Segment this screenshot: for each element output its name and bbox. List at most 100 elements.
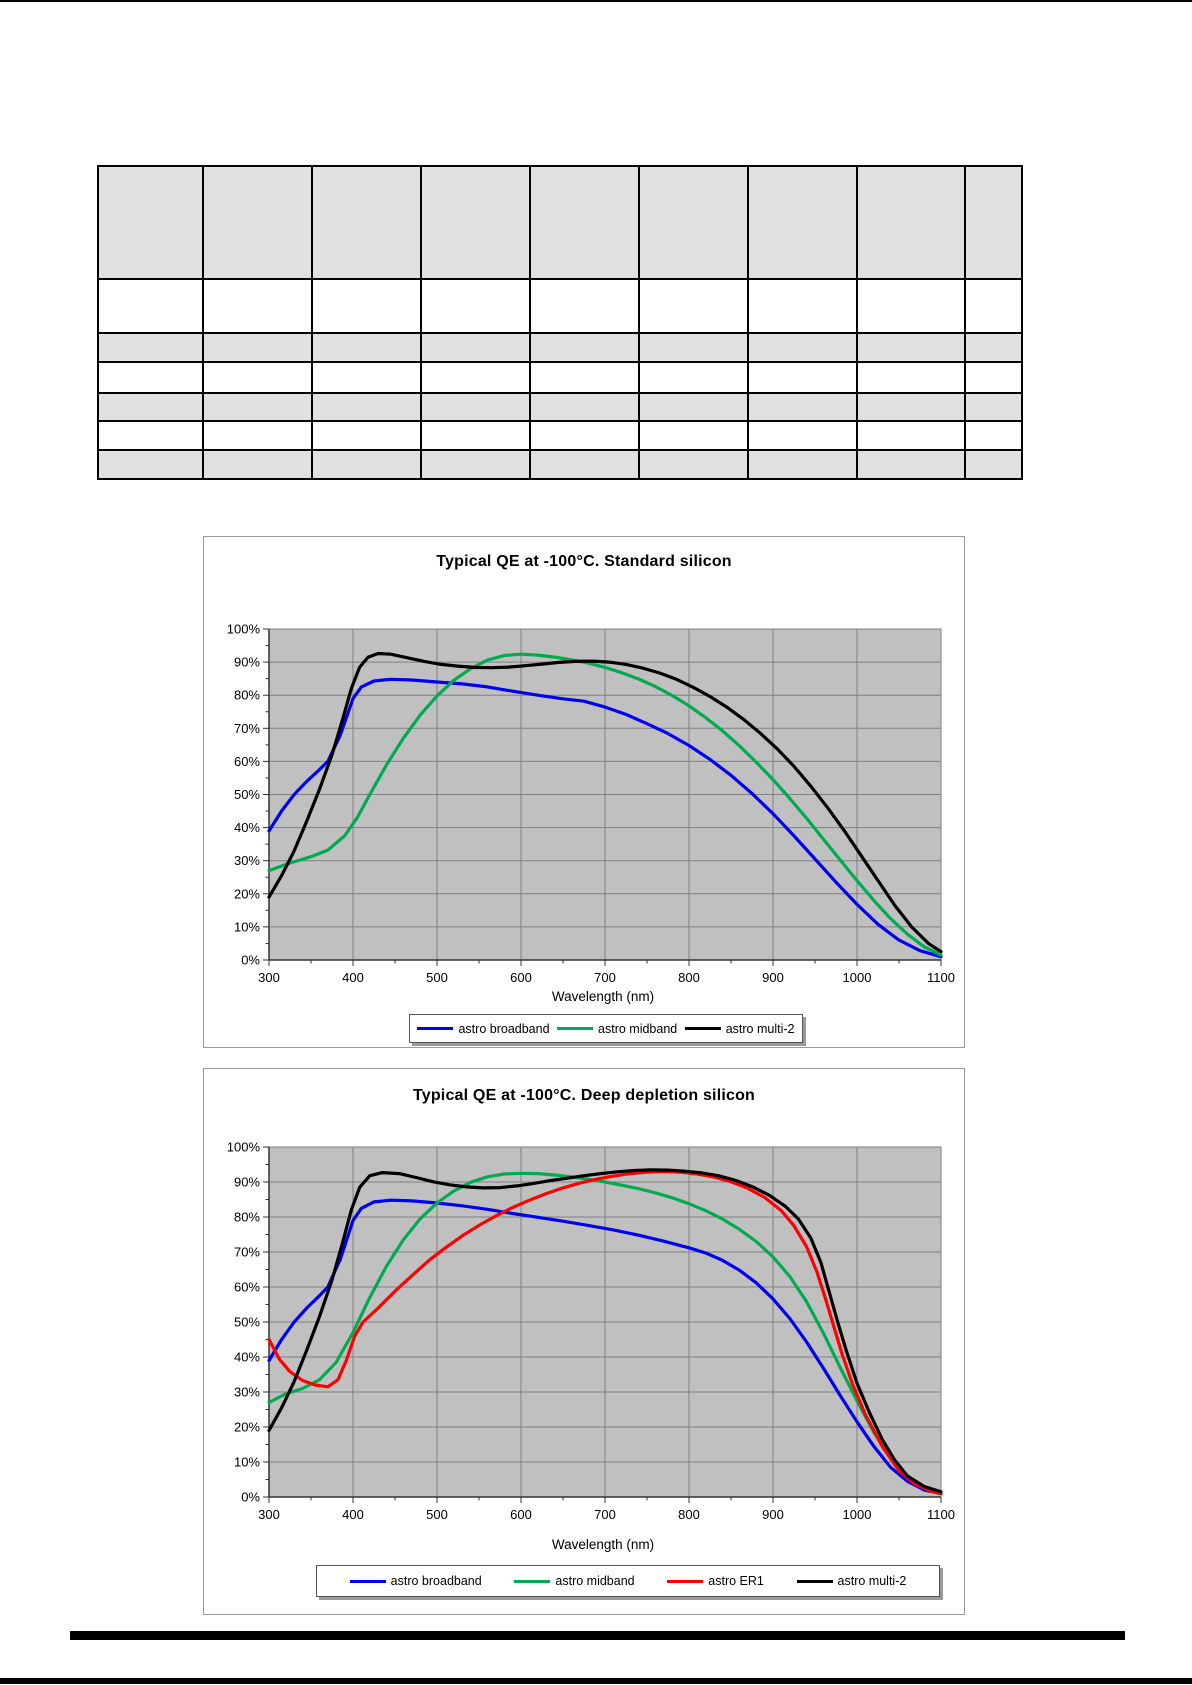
- svg-text:100%: 100%: [227, 622, 261, 637]
- table-cell: [964, 392, 1023, 422]
- svg-text:700: 700: [594, 1507, 616, 1522]
- x-axis-title: Wavelength (nm): [551, 989, 655, 1004]
- table-cell: [964, 420, 1023, 451]
- table-row: [97, 449, 1023, 480]
- table-cell: [97, 165, 204, 280]
- table-cell: [638, 165, 749, 280]
- table-row: [97, 332, 1023, 363]
- svg-text:400: 400: [342, 970, 364, 985]
- table-cell: [420, 392, 531, 422]
- legend-entry: astro midband: [557, 1022, 677, 1036]
- legend-line-sample: [417, 1027, 454, 1030]
- table-cell: [856, 420, 966, 451]
- svg-text:40%: 40%: [234, 1350, 260, 1365]
- legend-entry: astro broadband: [349, 1574, 482, 1588]
- legend-label: astro ER1: [708, 1574, 764, 1588]
- table-cell: [202, 165, 313, 280]
- svg-text:800: 800: [678, 1507, 700, 1522]
- svg-text:400: 400: [342, 1507, 364, 1522]
- table-cell: [964, 165, 1023, 280]
- svg-text:1100: 1100: [927, 970, 955, 985]
- svg-text:90%: 90%: [234, 1175, 260, 1190]
- svg-text:300: 300: [258, 1507, 280, 1522]
- svg-text:900: 900: [762, 970, 784, 985]
- svg-text:1100: 1100: [927, 1507, 955, 1522]
- table-row: [97, 278, 1023, 334]
- table-cell: [420, 449, 531, 480]
- table-cell: [311, 361, 422, 394]
- table-cell: [638, 420, 749, 451]
- svg-text:70%: 70%: [234, 1245, 260, 1260]
- table-cell: [747, 278, 858, 334]
- table-row: [97, 392, 1023, 422]
- legend-label: astro midband: [598, 1021, 678, 1036]
- table-cell: [97, 278, 204, 334]
- legend-entry: astro broadband: [417, 1021, 550, 1036]
- table-cell: [964, 278, 1023, 334]
- legend-line-sample: [514, 1579, 551, 1583]
- table-cell: [311, 332, 422, 363]
- table-cell: [202, 278, 313, 334]
- svg-text:50%: 50%: [234, 787, 260, 802]
- svg-text:60%: 60%: [234, 1280, 260, 1295]
- table-cell: [529, 392, 640, 422]
- svg-text:30%: 30%: [234, 1385, 260, 1400]
- legend-label: astro multi-2: [837, 1574, 907, 1588]
- legend-line-sample: [667, 1579, 704, 1583]
- table-cell: [311, 420, 422, 451]
- table-row: [97, 361, 1023, 394]
- table-cell: [202, 361, 313, 394]
- svg-text:50%: 50%: [234, 1315, 260, 1330]
- svg-text:500: 500: [426, 970, 448, 985]
- table-cell: [964, 361, 1023, 394]
- legend-label: astro midband: [555, 1574, 635, 1588]
- chart-deep-depletion-silicon: Typical QE at -100°C. Deep depletion sil…: [203, 1068, 965, 1615]
- table-cell: [97, 449, 204, 480]
- svg-text:60%: 60%: [234, 754, 260, 769]
- page-bottom-edge: [0, 1678, 1192, 1684]
- chart-legend: astro broadband astro midband astro multi-…: [409, 1014, 803, 1043]
- chart-title: Typical QE at -100°C. Deep depletion sil…: [412, 1087, 756, 1104]
- legend-line-sample: [557, 1027, 594, 1030]
- chart-plot: 100% 90% 80% 70% 60% 50% 40% 30% 20% 10% 0% 300 400 5…: [227, 1140, 955, 1523]
- svg-text:800: 800: [678, 970, 700, 985]
- legend-entry: astro multi-2: [684, 1021, 795, 1036]
- table-cell: [747, 392, 858, 422]
- table-cell: [856, 361, 966, 394]
- table-cell: [529, 449, 640, 480]
- table-cell: [638, 332, 749, 363]
- svg-text:900: 900: [762, 1507, 784, 1522]
- legend-entry: astro ER1: [667, 1574, 764, 1588]
- table-cell: [529, 420, 640, 451]
- svg-text:90%: 90%: [234, 655, 260, 670]
- spec-table: [97, 165, 1023, 480]
- table-cell: [747, 449, 858, 480]
- table-cell: [420, 332, 531, 363]
- table-cell: [97, 332, 204, 363]
- table-row: [97, 420, 1023, 451]
- table-cell: [638, 361, 749, 394]
- table-cell: [202, 420, 313, 451]
- chart-title: Typical QE at -100°C. Standard silicon: [436, 553, 732, 570]
- table-cell: [202, 392, 313, 422]
- legend-label: astro multi-2: [725, 1021, 795, 1036]
- table-cell: [420, 420, 531, 451]
- table-cell: [856, 278, 966, 334]
- table-cell: [97, 392, 204, 422]
- legend-entry: astro multi-2: [796, 1574, 907, 1588]
- footer-rule: [70, 1631, 1125, 1640]
- legend-line-sample: [796, 1579, 833, 1583]
- table-cell: [529, 278, 640, 334]
- svg-text:40%: 40%: [234, 820, 260, 835]
- svg-text:1000: 1000: [843, 1507, 872, 1522]
- legend-label: astro broadband: [458, 1021, 550, 1036]
- table-cell: [747, 361, 858, 394]
- svg-text:0%: 0%: [241, 953, 260, 968]
- table-cell: [202, 332, 313, 363]
- table-cell: [97, 361, 204, 394]
- table-cell: [311, 278, 422, 334]
- svg-text:20%: 20%: [234, 1420, 260, 1435]
- table-cell: [420, 361, 531, 394]
- table-cell: [747, 332, 858, 363]
